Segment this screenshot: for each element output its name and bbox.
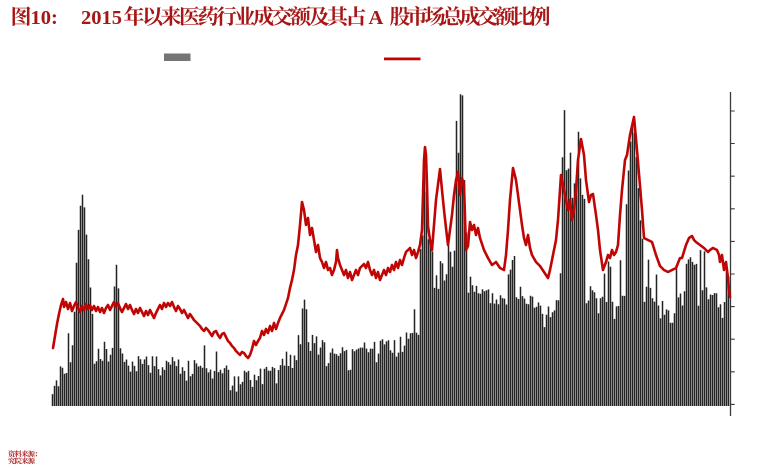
svg-text:2015: 2015: [81, 7, 122, 29]
svg-text:A: A: [369, 7, 384, 29]
svg-text:10:: 10:: [31, 7, 58, 29]
